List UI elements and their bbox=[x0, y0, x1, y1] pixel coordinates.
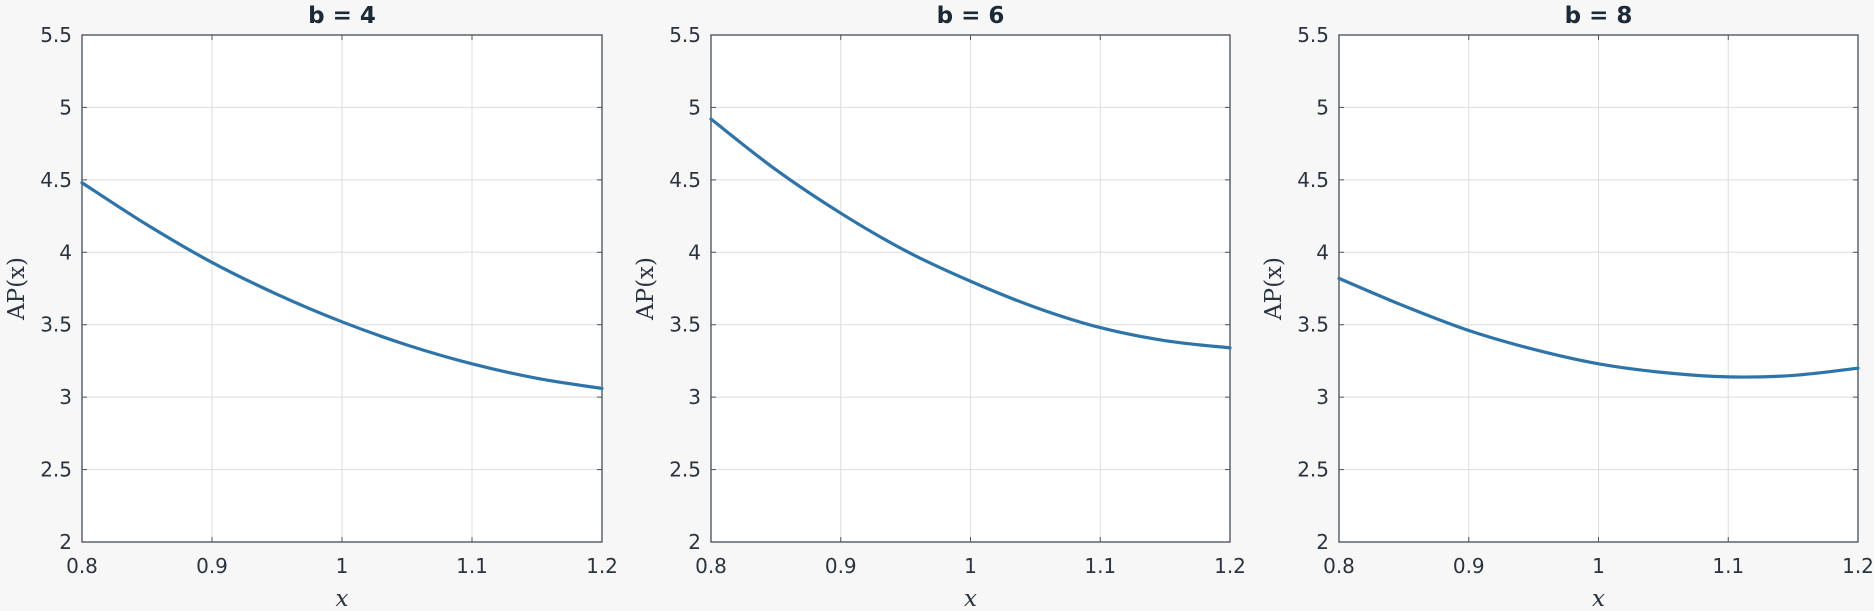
subplot-title: b = 4 bbox=[308, 3, 376, 29]
y-tick-label: 2.5 bbox=[669, 458, 701, 482]
y-tick-label: 2.5 bbox=[40, 458, 72, 482]
series-line bbox=[709, 117, 1232, 350]
y-tick-label: 5 bbox=[1316, 95, 1329, 119]
x-tick-label: 0.9 bbox=[1453, 554, 1485, 578]
x-tick-label: 1.2 bbox=[1214, 554, 1246, 578]
y-tick-label: 3 bbox=[1316, 385, 1329, 409]
y-tick-label: 3.5 bbox=[40, 313, 72, 337]
x-tick-label: 0.9 bbox=[196, 554, 228, 578]
y-tick-label: 5.5 bbox=[669, 23, 701, 47]
subplot-b8: 0.8 0.9 1 1.1 1.2 2 2.5 3 3.5 4 4.5 5 5.5 b = 8 x AP(x) bbox=[1261, 3, 1874, 611]
y-tick-label: 4.5 bbox=[669, 168, 701, 192]
x-axis-label: x bbox=[336, 586, 349, 611]
x-axis-label: x bbox=[1592, 586, 1605, 611]
y-tick-label: 3 bbox=[59, 385, 72, 409]
y-tick-label: 2.5 bbox=[1297, 458, 1329, 482]
axes-frame bbox=[1338, 34, 1859, 543]
y-axis-label: AP(x) bbox=[4, 257, 30, 321]
x-tick-label: 0.8 bbox=[1323, 554, 1355, 578]
series-line bbox=[1337, 276, 1860, 379]
y-tick-label: 5 bbox=[59, 95, 72, 119]
y-tick-label: 2 bbox=[59, 530, 72, 554]
x-tick-label: 0.8 bbox=[695, 554, 727, 578]
subplot-title: b = 6 bbox=[937, 3, 1005, 29]
y-tick-label: 4 bbox=[1316, 240, 1329, 264]
y-axis-label: AP(x) bbox=[1261, 257, 1287, 321]
x-tick-label: 0.9 bbox=[825, 554, 857, 578]
y-tick-label: 2 bbox=[1316, 530, 1329, 554]
subplot-title: b = 8 bbox=[1565, 3, 1633, 29]
x-tick-label: 1 bbox=[964, 554, 977, 578]
y-tick-label: 5.5 bbox=[1297, 23, 1329, 47]
y-tick-label: 5 bbox=[688, 95, 701, 119]
x-tick-label: 1.2 bbox=[1842, 554, 1874, 578]
x-tick-label: 1.1 bbox=[1712, 554, 1744, 578]
x-tick-label: 1.1 bbox=[456, 554, 488, 578]
y-tick-label: 4.5 bbox=[40, 168, 72, 192]
y-axis-label: AP(x) bbox=[633, 257, 659, 321]
x-axis-label: x bbox=[964, 586, 977, 611]
axes-frame bbox=[710, 34, 1231, 543]
x-tick-label: 1.2 bbox=[586, 554, 618, 578]
y-tick-label: 4 bbox=[59, 240, 72, 264]
axes-frame bbox=[81, 34, 603, 543]
x-tick-label: 1 bbox=[336, 554, 349, 578]
x-tick-label: 0.8 bbox=[66, 554, 98, 578]
y-tick-label: 4 bbox=[688, 240, 701, 264]
x-tick-label: 1.1 bbox=[1084, 554, 1116, 578]
subplot-b4: 0.8 0.9 1 1.1 1.2 2 2.5 3 3.5 4 4.5 5 5.5 b = 4 x AP(x) bbox=[4, 3, 618, 611]
y-tick-label: 3.5 bbox=[669, 313, 701, 337]
y-tick-label: 3.5 bbox=[1297, 313, 1329, 337]
y-tick-label: 5.5 bbox=[40, 23, 72, 47]
series-line bbox=[80, 181, 604, 391]
y-tick-label: 3 bbox=[688, 385, 701, 409]
subplot-b6: 0.8 0.9 1 1.1 1.2 2 2.5 3 3.5 4 4.5 5 5.5 b = 6 x AP(x) bbox=[633, 3, 1246, 611]
x-tick-label: 1 bbox=[1592, 554, 1605, 578]
y-tick-label: 4.5 bbox=[1297, 168, 1329, 192]
y-tick-label: 2 bbox=[688, 530, 701, 554]
